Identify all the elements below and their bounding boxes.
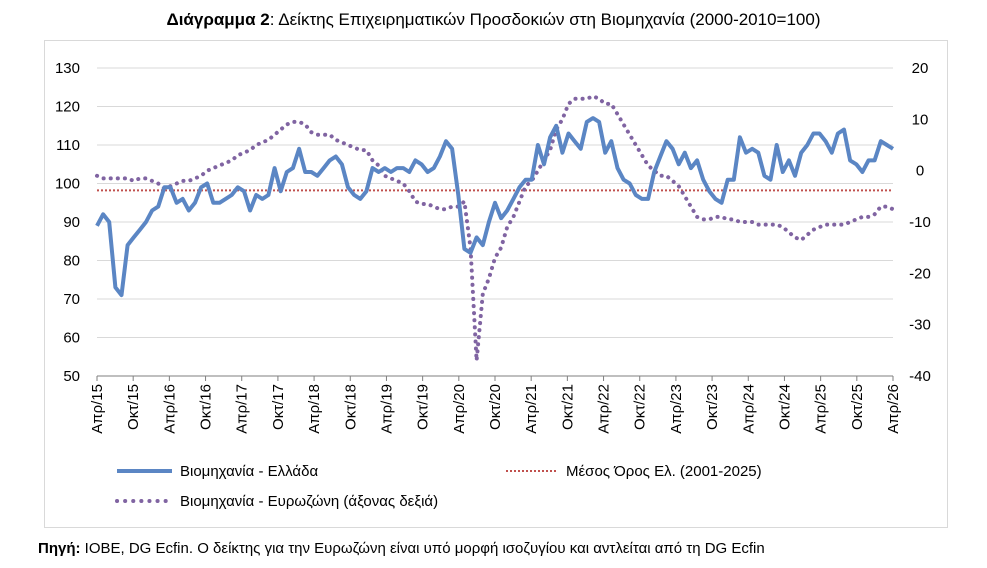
x-tick-label: Οκτ/24 [776, 384, 793, 430]
x-tick-label: Οκτ/23 [704, 384, 721, 430]
y-right-tick-label: -20 [909, 265, 931, 282]
y-left-tick-label: 130 [55, 60, 80, 77]
x-tick-label: Οκτ/20 [487, 384, 504, 430]
chart-title-rest: : Δείκτης Επιχειρηματικών Προσδοκιών στη… [269, 10, 821, 29]
x-tick-label: Οκτ/25 [849, 384, 866, 430]
y-left-tick-label: 60 [63, 330, 80, 347]
y-left-tick-label: 90 [63, 214, 80, 231]
x-tick-label: Οκτ/16 [198, 384, 215, 430]
y-left-tick-label: 70 [63, 291, 80, 308]
x-tick-label: Οκτ/17 [270, 384, 287, 430]
x-tick-label: Απρ/19 [378, 384, 395, 434]
series-line-eurozone [95, 94, 895, 363]
y-left-tick-label: 80 [63, 253, 80, 270]
x-tick-label: Απρ/22 [596, 384, 613, 434]
y-right-tick-label: -40 [909, 368, 931, 385]
x-tick-label: Οκτ/19 [415, 384, 432, 430]
x-tick-label: Απρ/25 [813, 384, 830, 434]
y-left-tick-label: 120 [55, 99, 80, 116]
x-tick-label: Οκτ/15 [125, 384, 142, 430]
x-tick-label: Απρ/24 [740, 384, 757, 434]
y-right-tick-label: 0 [916, 163, 924, 180]
legend-layer: Βιομηχανία - Ελλάδα Μέσος Όρος Ελ. (2001… [115, 463, 762, 510]
x-tick-label: Απρ/21 [523, 384, 540, 434]
y-right-tick-label: 20 [912, 60, 929, 77]
source-label: Πηγή: [38, 540, 81, 557]
series-line-greece [95, 116, 895, 298]
source-text: IOBE, DG Ecfin. O δείκτης για την Ευρωζώ… [80, 540, 765, 557]
y-left-tick-label: 50 [63, 368, 80, 385]
x-tick-label: Απρ/15 [89, 384, 106, 434]
x-tick-label: Οκτ/21 [559, 384, 576, 430]
y-left-tick-label: 100 [55, 176, 80, 193]
grid-layer [97, 67, 893, 338]
legend-label-average: Μέσος Όρος Ελ. (2001-2025) [566, 463, 762, 480]
x-tick-label: Απρ/18 [306, 384, 323, 434]
x-tick-label: Απρ/16 [161, 384, 178, 434]
x-tick-label: Απρ/20 [451, 384, 468, 434]
chart-title-bold: Διάγραμμα 2 [166, 10, 270, 29]
series-layer [95, 94, 895, 363]
chart-svg: 50 60 70 80 90 100 110 120 130 -40 -30 -20 -10 0 10 20 Α… [55, 60, 931, 510]
legend-label-greece: Βιομηχανία - Ελλάδα [180, 463, 318, 480]
x-tick-label: Απρ/17 [234, 384, 251, 434]
legend-label-eurozone: Βιομηχανία - Ευρωζώνη (άξονας δεξιά) [180, 493, 438, 510]
axis-layer: 50 60 70 80 90 100 110 120 130 -40 -30 -20 -10 0 10 20 Α… [55, 60, 931, 434]
source-note: Πηγή: IOBE, DG Ecfin. O δείκτης για την … [38, 540, 765, 557]
x-tick-label: Απρ/26 [885, 384, 902, 434]
x-tick-label: Οκτ/22 [632, 384, 649, 430]
y-left-tick-label: 110 [56, 137, 80, 154]
x-tick-label: Απρ/23 [668, 384, 685, 434]
chart-frame [44, 40, 948, 528]
y-right-tick-label: -30 [909, 317, 931, 334]
chart-title: Διάγραμμα 2: Δείκτης Επιχειρηματικών Προ… [0, 10, 987, 30]
x-tick-label: Οκτ/18 [342, 384, 359, 430]
y-right-tick-label: -10 [909, 214, 931, 231]
y-right-tick-label: 10 [912, 111, 929, 128]
